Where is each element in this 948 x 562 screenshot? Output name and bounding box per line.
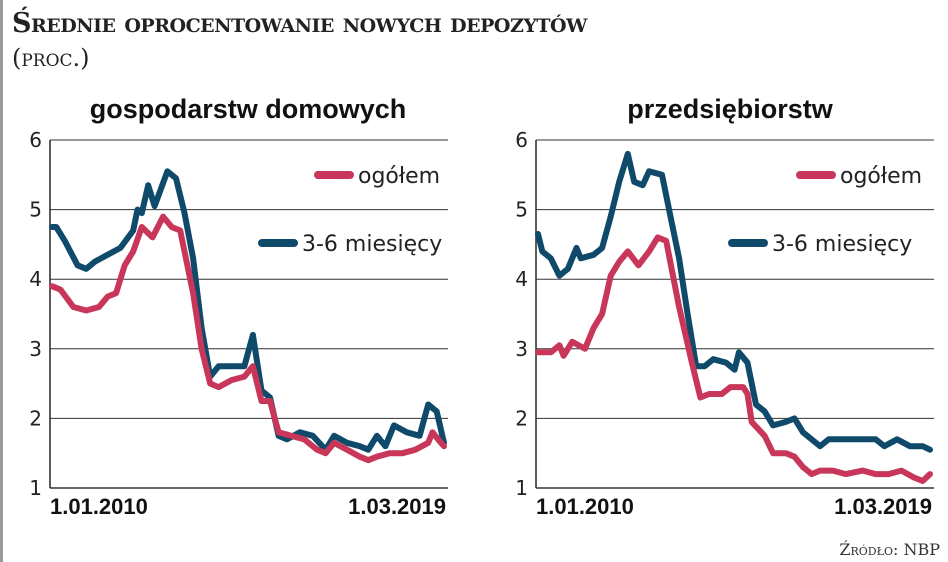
series-line-3-6-miesiecy [49, 168, 447, 453]
chart-title: Średnie oprocentowanie nowych depozytów [12, 8, 587, 39]
y-tick-label: 6 [515, 128, 528, 152]
legend-label: 3-6 miesięcy [302, 232, 442, 257]
chart-panel-1: gospodarstw domowych 1 2 3 4 5 6 1.01.2010 1.03.… [29, 94, 448, 519]
panel-title: gospodarstw domowych [90, 94, 407, 124]
y-tick-label: 4 [515, 267, 528, 291]
legend-label: 3-6 miesięcy [772, 232, 912, 257]
y-tick-label: 1 [515, 476, 528, 500]
series-line-3-6-miesiecy [535, 150, 933, 453]
series-line-ogolem [49, 213, 447, 464]
y-tick-label: 4 [29, 267, 42, 291]
y-tick-label: 2 [515, 406, 528, 430]
legend-label: ogółem [358, 164, 440, 189]
y-tick-label: 1 [29, 476, 42, 500]
y-tick-label: 5 [515, 198, 528, 222]
page-edge [0, 0, 3, 562]
unit-label: (proc.) [12, 44, 90, 72]
chart-panel-2: przedsiębiorstw 1 2 3 4 5 6 1.01.2010 1.03.2019 o… [515, 94, 934, 519]
y-tick-label: 3 [515, 337, 528, 361]
x-tick-label: 1.03.2019 [348, 494, 446, 519]
legend-label: ogółem [840, 164, 922, 189]
source-label: Źródło: NBP [839, 540, 940, 559]
panel-title: przedsiębiorstw [627, 94, 834, 124]
y-tick-label: 3 [29, 337, 42, 361]
y-tick-label: 6 [29, 128, 42, 152]
x-tick-label: 1.01.2010 [536, 494, 634, 519]
y-tick-label: 5 [29, 198, 42, 222]
x-tick-label: 1.01.2010 [50, 494, 148, 519]
y-tick-label: 2 [29, 406, 42, 430]
x-tick-label: 1.03.2019 [834, 494, 932, 519]
series-line-ogolem [535, 234, 933, 484]
